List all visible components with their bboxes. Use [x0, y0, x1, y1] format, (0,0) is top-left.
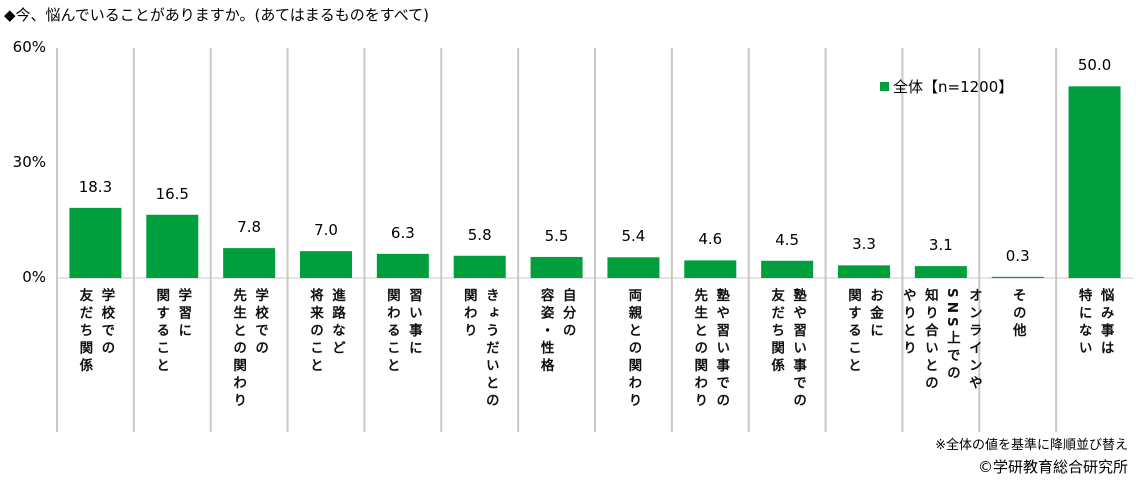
copyright: ©学研教育総合研究所: [977, 458, 1128, 476]
data-label: 0.3: [1005, 246, 1030, 265]
bar: [453, 255, 506, 278]
x-tick-label: 自分の 容姿・性格: [535, 288, 579, 376]
legend-label: 全体【n=1200】: [893, 78, 1014, 96]
x-tick-label: 学校での 友だち関係: [73, 288, 117, 376]
data-label: 3.3: [852, 235, 876, 254]
x-tick-label: きょうだいとの 関わり: [458, 288, 502, 411]
x-tick-label-line: 塾や習い事での: [713, 288, 730, 411]
x-tick-label-line: 塾や習い事での: [790, 288, 807, 411]
data-label: 16.5: [155, 184, 189, 203]
legend: 全体【n=1200】: [880, 76, 1013, 97]
x-tick-label-line: 自分の: [559, 288, 576, 341]
bar: [607, 257, 660, 278]
x-tick-label-line: お金に: [867, 288, 883, 341]
x-tick-label: 悩み事は 特にない: [1073, 288, 1117, 358]
bar: [146, 214, 199, 278]
x-tick-label: 塾や習い事での 先生との関わり: [688, 288, 732, 411]
data-label: 3.1: [928, 236, 953, 255]
bar: [684, 260, 737, 278]
data-label: 5.8: [467, 225, 492, 244]
sort-note: ※全体の値を基準に降順並び替え: [935, 438, 1128, 453]
data-label: 5.4: [621, 227, 646, 246]
x-tick-label-line: 関すること: [153, 288, 170, 376]
bar: [1068, 86, 1121, 278]
y-tick-label: 60%: [12, 38, 46, 56]
bar: [69, 207, 122, 278]
x-tick-label-line: 悩み事は: [1097, 288, 1114, 358]
data-label: 4.5: [775, 230, 800, 249]
x-tick-label: その他: [1007, 288, 1029, 341]
x-tick-label-line: 習い事に: [405, 288, 422, 358]
x-tick-label-line: やりとり: [899, 288, 916, 358]
x-tick-label: お金に 関すること: [842, 288, 886, 376]
bar: [300, 251, 352, 278]
data-label: 18.3: [78, 177, 113, 196]
x-tick-label-line: その他: [1009, 288, 1026, 341]
data-label: 4.6: [698, 230, 723, 249]
x-tick-label-line: 学校での: [252, 288, 269, 358]
x-tick-label-line: 先生との関わり: [691, 288, 708, 411]
bar: [761, 260, 814, 278]
x-tick-label-line: 学校での: [98, 288, 115, 358]
x-tick-label: 進路など 将来のこと: [304, 288, 348, 376]
x-tick-label-line: 学習に: [175, 288, 192, 341]
data-label: 5.5: [544, 226, 569, 245]
x-tick-label-line: 関わり: [460, 288, 477, 341]
bar: [838, 265, 890, 278]
x-tick-label-line: 特にない: [1075, 288, 1092, 358]
legend-swatch: [880, 82, 889, 91]
x-tick-label-line: 友だち関係: [76, 288, 93, 376]
bar: [376, 253, 429, 278]
x-tick-label: 学習に 関すること: [150, 288, 194, 376]
x-tick-label-line: 進路など: [329, 288, 345, 358]
x-tick-label-line: SNS上での: [943, 288, 960, 384]
y-tick-label: 0%: [22, 268, 46, 286]
x-tick-label-line: 容姿・性格: [537, 288, 554, 376]
x-tick-label-line: 関すること: [845, 288, 861, 376]
data-label: 7.8: [237, 218, 262, 237]
chart-title: ◆今、悩んでいることがありますか。(あてはまるものをすべて): [4, 6, 429, 24]
x-tick-label-line: 両親との関わり: [625, 288, 642, 411]
x-tick-label: 両親との関わり: [622, 288, 644, 411]
x-tick-label-line: 将来のこと: [307, 288, 323, 376]
x-tick-label-line: きょうだいとの: [482, 288, 499, 411]
x-tick-label: オンラインや SNS上での 知り合いとの やりとり: [897, 288, 985, 393]
x-tick-label: 習い事に 関わること: [381, 288, 425, 376]
x-tick-label-line: 知り合いとの: [921, 288, 938, 393]
bar: [991, 276, 1044, 278]
y-tick-label: 30%: [12, 153, 46, 171]
x-tick-label: 塾や習い事での 友だち関係: [765, 288, 809, 411]
bar: [914, 266, 967, 278]
x-tick-label-line: オンラインや: [965, 288, 982, 393]
data-label: 6.3: [390, 223, 415, 242]
x-tick-label: 学校での 先生との関わり: [227, 288, 271, 411]
x-tick-label-line: 先生との関わり: [230, 288, 247, 411]
x-tick-label-line: 友だち関係: [768, 288, 785, 376]
bar: [530, 256, 583, 278]
x-tick-label-line: 関わること: [383, 288, 400, 376]
data-label: 7.0: [314, 221, 338, 240]
bar: [223, 248, 276, 278]
data-label: 50.0: [1077, 56, 1112, 75]
